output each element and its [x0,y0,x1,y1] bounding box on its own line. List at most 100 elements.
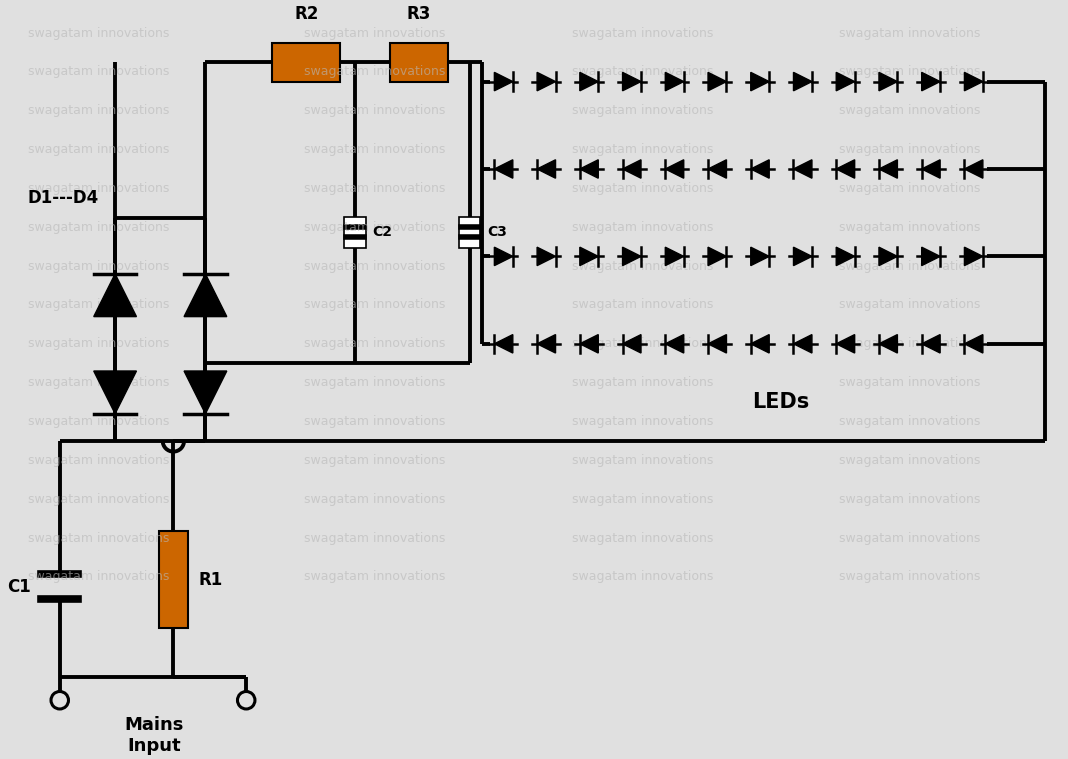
Polygon shape [708,335,726,353]
Text: swagatam innovations: swagatam innovations [304,143,445,156]
Text: R1: R1 [199,571,223,589]
Polygon shape [836,247,854,266]
Text: LEDs: LEDs [752,392,808,412]
Text: swagatam innovations: swagatam innovations [571,571,713,584]
Text: swagatam innovations: swagatam innovations [838,571,980,584]
Polygon shape [836,72,854,91]
Polygon shape [537,335,555,353]
Text: swagatam innovations: swagatam innovations [571,376,713,389]
Polygon shape [708,72,726,91]
Polygon shape [623,159,641,178]
Polygon shape [879,159,897,178]
Polygon shape [794,72,812,91]
Polygon shape [623,335,641,353]
Text: swagatam innovations: swagatam innovations [304,337,445,351]
Bar [390,43,449,81]
Polygon shape [879,247,897,266]
Text: swagatam innovations: swagatam innovations [28,454,169,467]
Text: swagatam innovations: swagatam innovations [304,260,445,272]
Text: swagatam innovations: swagatam innovations [571,27,713,39]
Text: C1: C1 [6,578,31,596]
Text: swagatam innovations: swagatam innovations [838,337,980,351]
Text: swagatam innovations: swagatam innovations [304,493,445,505]
Polygon shape [184,274,226,317]
Text: swagatam innovations: swagatam innovations [28,493,169,505]
Polygon shape [494,159,513,178]
Polygon shape [184,371,226,414]
Polygon shape [537,72,555,91]
Text: swagatam innovations: swagatam innovations [304,376,445,389]
Text: swagatam innovations: swagatam innovations [571,221,713,234]
Text: swagatam innovations: swagatam innovations [28,571,169,584]
Text: swagatam innovations: swagatam innovations [304,571,445,584]
Polygon shape [94,274,137,317]
Text: swagatam innovations: swagatam innovations [838,454,980,467]
Text: swagatam innovations: swagatam innovations [28,104,169,117]
Text: R3: R3 [407,5,431,24]
Text: swagatam innovations: swagatam innovations [571,415,713,428]
Text: swagatam innovations: swagatam innovations [838,27,980,39]
Text: swagatam innovations: swagatam innovations [28,298,169,311]
Text: swagatam innovations: swagatam innovations [28,260,169,272]
Polygon shape [794,335,812,353]
Text: swagatam innovations: swagatam innovations [571,182,713,195]
Text: swagatam innovations: swagatam innovations [304,182,445,195]
Polygon shape [922,159,940,178]
Polygon shape [836,335,854,353]
Polygon shape [879,335,897,353]
Text: Mains
Input: Mains Input [124,716,184,754]
Text: swagatam innovations: swagatam innovations [838,531,980,544]
Polygon shape [751,335,769,353]
Text: swagatam innovations: swagatam innovations [838,104,980,117]
Polygon shape [964,335,983,353]
Text: swagatam innovations: swagatam innovations [28,143,169,156]
Polygon shape [794,159,812,178]
Text: swagatam innovations: swagatam innovations [304,104,445,117]
Text: swagatam innovations: swagatam innovations [28,337,169,351]
Polygon shape [580,247,598,266]
Text: swagatam innovations: swagatam innovations [28,415,169,428]
Bar [459,216,481,247]
Polygon shape [623,247,641,266]
Polygon shape [537,247,555,266]
Text: swagatam innovations: swagatam innovations [838,182,980,195]
Text: R2: R2 [295,5,318,24]
Text: swagatam innovations: swagatam innovations [28,182,169,195]
Text: swagatam innovations: swagatam innovations [571,260,713,272]
Polygon shape [922,247,940,266]
Polygon shape [708,159,726,178]
Polygon shape [665,159,684,178]
Text: C2: C2 [373,225,392,239]
Text: swagatam innovations: swagatam innovations [838,143,980,156]
Polygon shape [708,247,726,266]
Polygon shape [964,247,983,266]
Polygon shape [580,72,598,91]
Text: swagatam innovations: swagatam innovations [571,298,713,311]
Text: swagatam innovations: swagatam innovations [838,65,980,78]
Polygon shape [665,72,684,91]
Polygon shape [964,72,983,91]
Bar [272,43,341,81]
Text: swagatam innovations: swagatam innovations [28,531,169,544]
Text: swagatam innovations: swagatam innovations [571,493,713,505]
Polygon shape [665,335,684,353]
Text: D1---D4: D1---D4 [28,189,99,207]
Polygon shape [94,371,137,414]
Text: swagatam innovations: swagatam innovations [28,221,169,234]
Polygon shape [623,72,641,91]
Text: C3: C3 [487,225,507,239]
Text: swagatam innovations: swagatam innovations [838,376,980,389]
Polygon shape [836,159,854,178]
Text: swagatam innovations: swagatam innovations [838,298,980,311]
Polygon shape [964,159,983,178]
Text: swagatam innovations: swagatam innovations [571,454,713,467]
Polygon shape [751,72,769,91]
Text: swagatam innovations: swagatam innovations [838,415,980,428]
Text: swagatam innovations: swagatam innovations [28,27,169,39]
Text: swagatam innovations: swagatam innovations [571,337,713,351]
Text: swagatam innovations: swagatam innovations [838,260,980,272]
Polygon shape [922,335,940,353]
Bar [159,531,188,628]
Text: swagatam innovations: swagatam innovations [28,65,169,78]
Polygon shape [665,247,684,266]
